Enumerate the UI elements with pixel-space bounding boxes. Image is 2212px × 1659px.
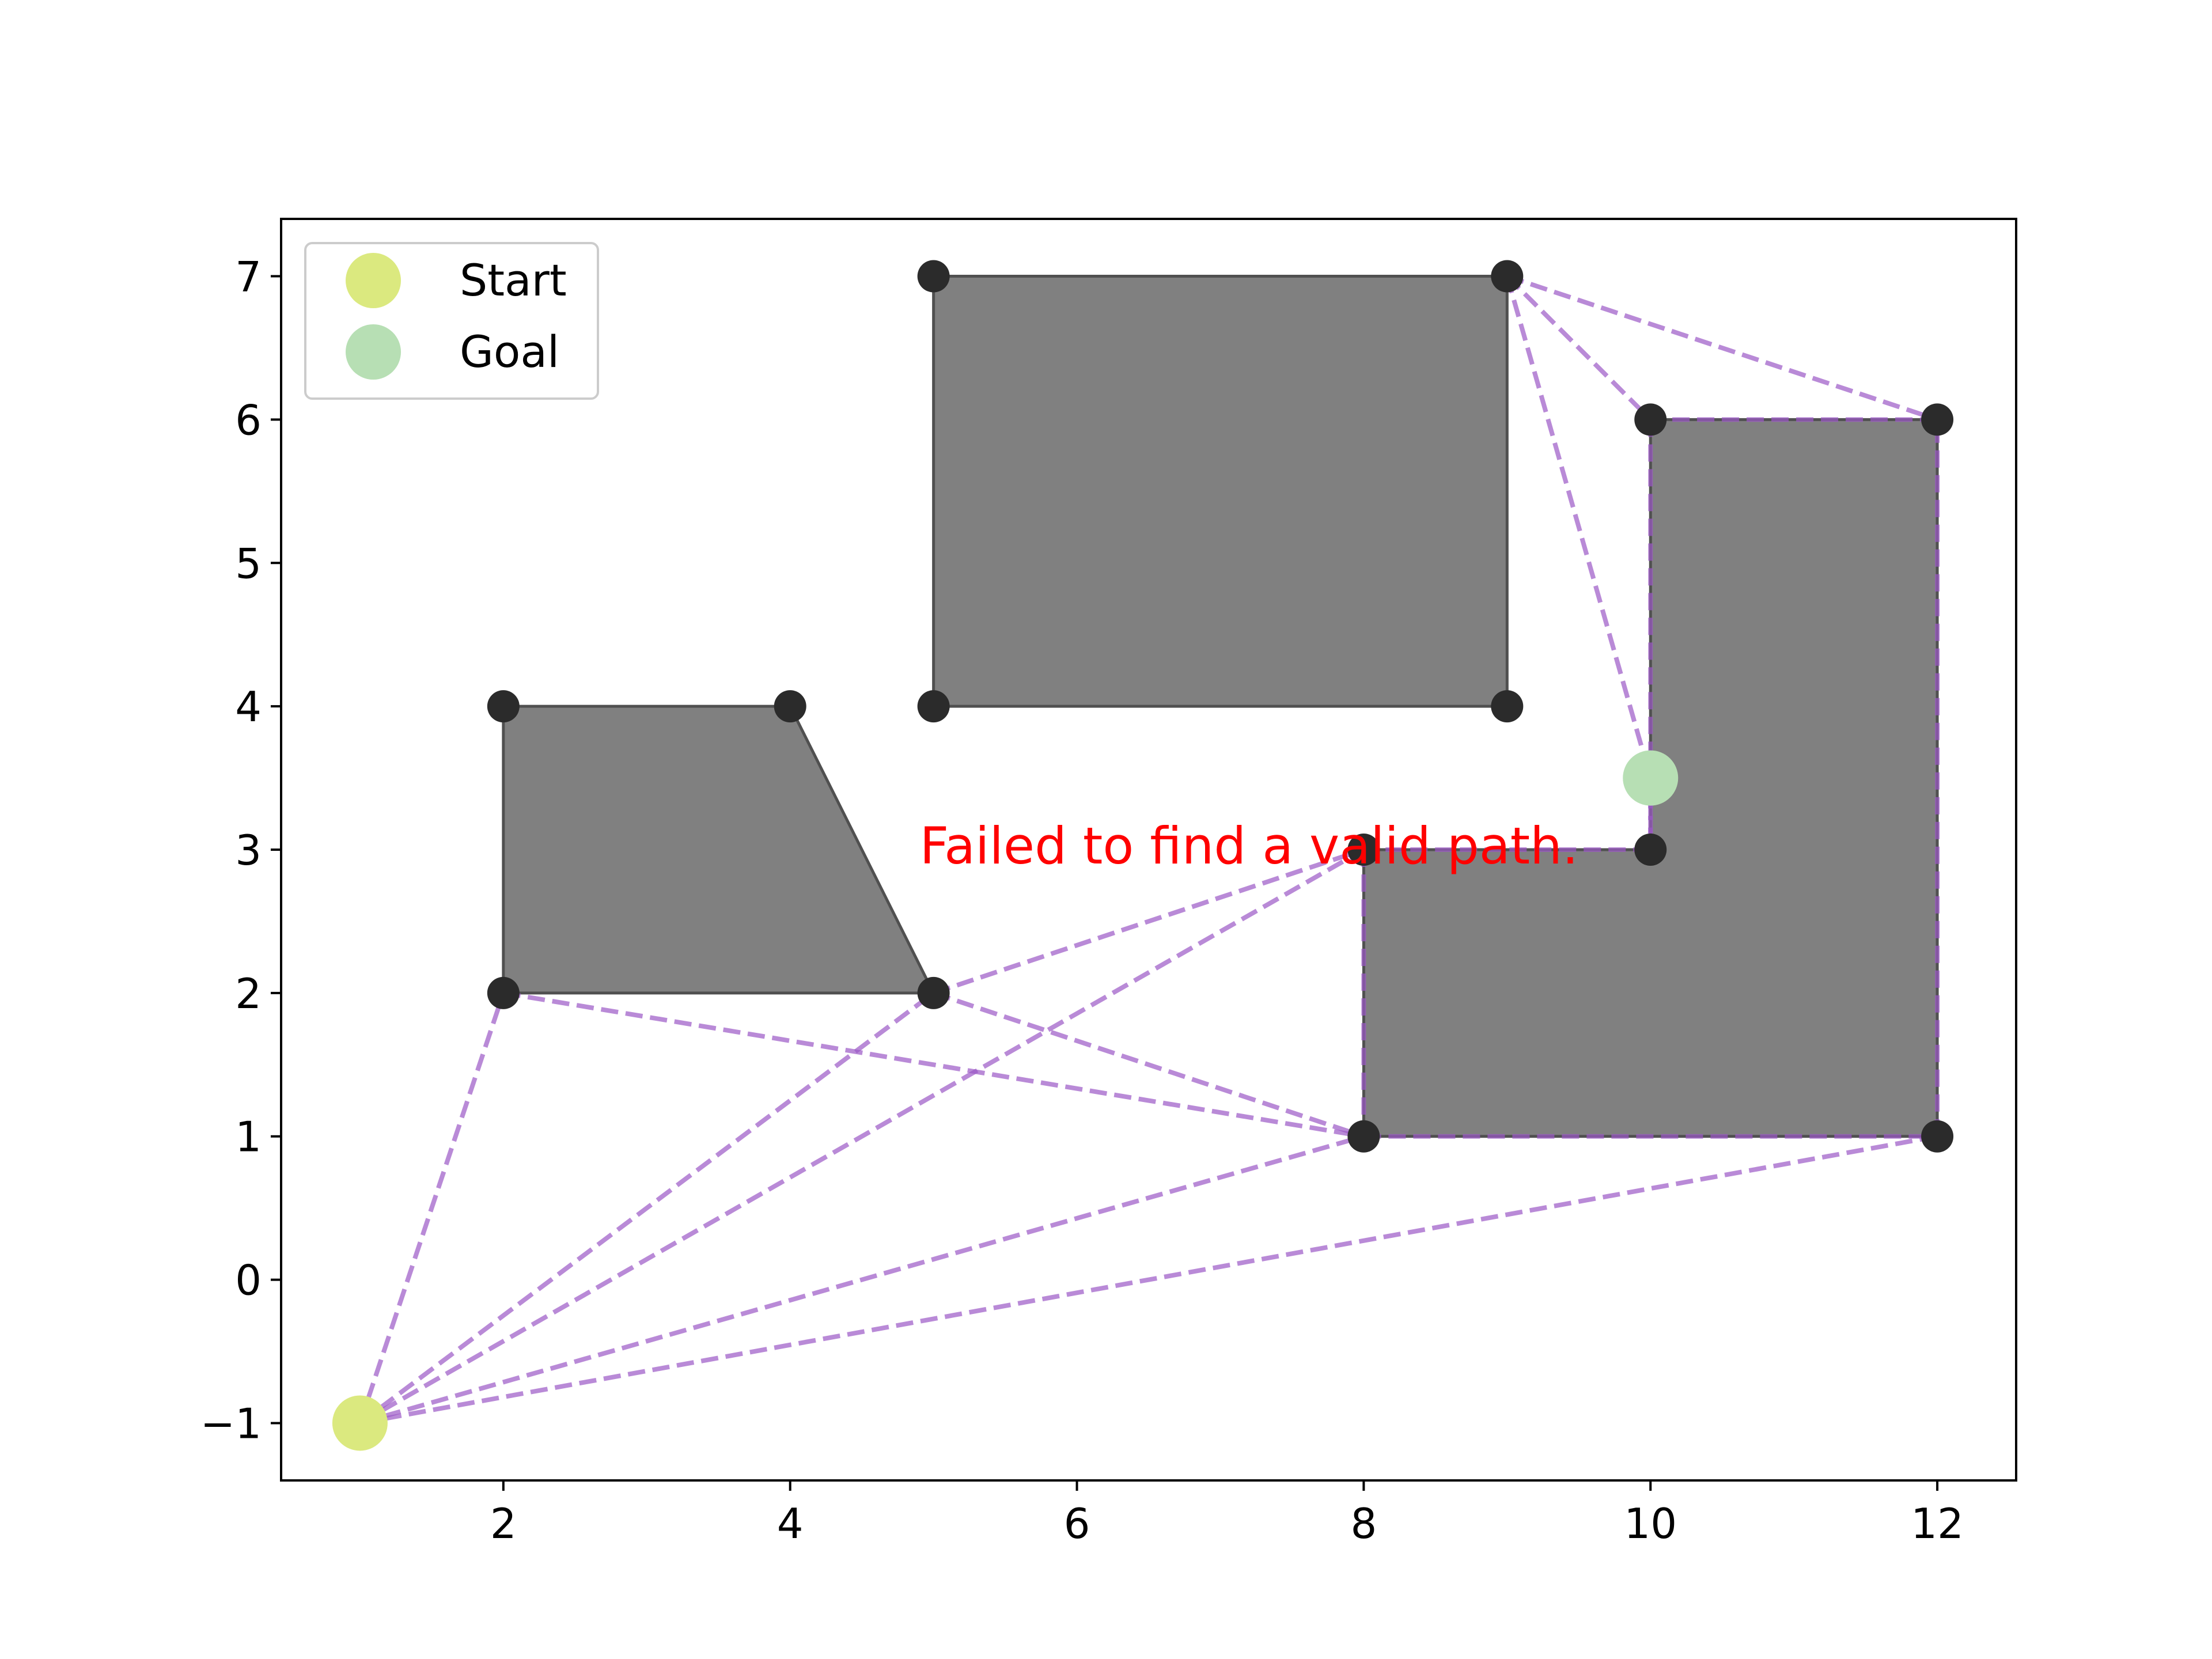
- x-tick-label: 10: [1624, 1499, 1677, 1548]
- y-tick-label: 2: [235, 969, 262, 1018]
- legend-goal-label: Goal: [460, 326, 559, 377]
- legend-start-label: Start: [460, 255, 567, 306]
- x-tick-label: 2: [490, 1499, 517, 1548]
- x-axis-ticks: 2 4 6 8 10 12: [490, 1480, 1964, 1548]
- vertex-point: [487, 690, 520, 723]
- obstacle-2: [932, 275, 1509, 708]
- x-tick-label: 12: [1911, 1499, 1964, 1548]
- legend-goal-marker: [346, 324, 401, 380]
- y-tick-label: 0: [235, 1256, 262, 1305]
- y-axis-ticks: −1 0 1 2 3 4 5 6 7: [200, 253, 281, 1448]
- vertex-point: [917, 690, 950, 723]
- goal-point: [1623, 750, 1679, 806]
- legend-start-marker: [346, 253, 401, 308]
- y-tick-label: 7: [235, 253, 262, 301]
- visibility-edges: [358, 274, 1940, 1426]
- vertex-points: [487, 260, 1954, 1153]
- visibility-edge: [503, 990, 1365, 1139]
- y-tick-label: −1: [200, 1399, 262, 1448]
- start-point: [332, 1395, 388, 1451]
- x-tick-label: 6: [1064, 1499, 1090, 1548]
- vertex-point: [1347, 834, 1380, 866]
- visibility-edge: [1505, 274, 1653, 422]
- vertex-point: [1921, 403, 1954, 436]
- y-tick-label: 6: [235, 396, 262, 444]
- y-tick-label: 5: [235, 539, 262, 588]
- visibility-edge: [933, 847, 1365, 995]
- visibility-edge: [359, 1134, 1938, 1426]
- vertex-point: [1347, 1120, 1380, 1153]
- vertex-point: [1491, 690, 1524, 723]
- vertex-point: [1634, 834, 1667, 866]
- visibility-edge: [1505, 275, 1653, 779]
- vertex-point: [917, 260, 950, 293]
- y-tick-label: 3: [235, 826, 262, 874]
- y-tick-label: 4: [235, 683, 262, 731]
- x-tick-label: 8: [1350, 1499, 1377, 1548]
- visibility-edge: [358, 992, 506, 1424]
- vertex-point: [1921, 1120, 1954, 1153]
- vertex-point: [774, 690, 806, 723]
- visibility-edge: [358, 991, 935, 1425]
- vertex-point: [917, 976, 950, 1009]
- y-tick-label: 1: [235, 1113, 262, 1161]
- visibility-edge: [358, 847, 1365, 1425]
- obstacles: [502, 275, 1939, 1138]
- visibility-edge: [933, 991, 1365, 1139]
- vertex-point: [1491, 260, 1524, 293]
- start-goal-points: [332, 750, 1679, 1451]
- visibility-edge: [1506, 274, 1938, 422]
- vertex-point: [487, 976, 520, 1009]
- x-tick-label: 4: [777, 1499, 804, 1548]
- visibility-edge: [359, 1134, 1365, 1426]
- legend: Start Goal: [304, 242, 599, 400]
- vertex-point: [1634, 403, 1667, 436]
- failure-annotation: Failed to find a valid path.: [920, 816, 1578, 876]
